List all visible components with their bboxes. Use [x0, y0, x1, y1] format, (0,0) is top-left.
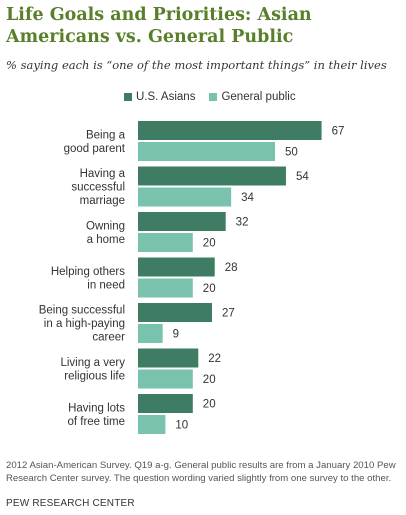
legend-swatch-general-public [209, 93, 218, 101]
category-label-0-line-0: Being a [86, 129, 126, 141]
bar-general-public-4 [138, 324, 163, 343]
category-label-6-line-1: of free time [67, 416, 125, 428]
bar-general-public-2 [138, 233, 193, 252]
bar-general-public-3 [138, 278, 193, 298]
category-label-5-line-1: religious life [64, 370, 125, 382]
data-label-general-public-0: 50 [285, 147, 298, 159]
category-label-3-line-1: in need [87, 279, 125, 291]
data-label-us-asians-5: 22 [208, 353, 221, 365]
data-label-general-public-4: 9 [173, 329, 179, 341]
bar-general-public-1 [138, 187, 232, 207]
data-label-us-asians-3: 28 [225, 262, 238, 274]
data-label-general-public-6: 10 [175, 420, 188, 432]
data-label-general-public-2: 20 [203, 238, 216, 250]
bar-us-asians-3 [138, 257, 215, 277]
bar-general-public-6 [138, 415, 166, 434]
bar-us-asians-1 [138, 166, 286, 186]
bar-us-asians-2 [138, 212, 226, 231]
data-label-us-asians-0: 67 [332, 126, 345, 138]
data-label-general-public-5: 20 [203, 374, 216, 386]
category-label-1-line-0: Having a [80, 168, 126, 180]
bar-chart: 67 50 Being a good parent 54 34 Having a succes… [39, 121, 345, 434]
bar-us-asians-4 [138, 303, 212, 322]
category-label-3-line-0: Helping others [51, 266, 125, 278]
data-label-general-public-1: 34 [241, 192, 254, 204]
legend-label-general-public: General public [221, 91, 296, 103]
bar-general-public-0 [138, 142, 275, 161]
bar-us-asians-5 [138, 348, 199, 368]
legend-swatch-us-asians [124, 93, 132, 101]
legend: U.S. Asians General public [124, 91, 310, 103]
category-label-1-line-2: marriage [80, 195, 125, 207]
data-label-us-asians-1: 54 [296, 171, 309, 183]
legend-item-general-public: General public [209, 91, 296, 103]
data-label-us-asians-4: 27 [222, 308, 235, 320]
chart-note: 2012 Asian-American Survey. Q19 a-g. Gen… [6, 460, 396, 484]
chart-subtitle: % saying each is “one of the most import… [6, 58, 387, 72]
bar-us-asians-6 [138, 394, 193, 413]
category-label-2-line-1: a home [87, 234, 125, 246]
category-label-6-line-0: Having lots [68, 402, 125, 414]
bar-us-asians-0 [138, 121, 322, 140]
category-label-4-line-1: in a high-paying [44, 318, 125, 330]
category-label-4-line-0: Being successful [39, 305, 125, 317]
category-label-1-line-1: successful [71, 182, 125, 194]
category-label-5-line-0: Living a very [60, 357, 125, 369]
data-label-us-asians-2: 32 [236, 217, 249, 229]
data-label-general-public-3: 20 [203, 283, 216, 295]
category-label-0-line-1: good parent [64, 143, 126, 155]
data-label-us-asians-6: 20 [203, 399, 216, 411]
chart-title: Life Goals and Priorities: Asian America… [6, 5, 312, 47]
category-label-4-line-2: career [92, 332, 125, 344]
bar-general-public-5 [138, 369, 193, 389]
category-label-2-line-0: Owning [86, 220, 125, 232]
source-label: PEW RESEARCH CENTER [6, 498, 135, 509]
legend-label-us-asians: U.S. Asians [136, 91, 196, 103]
legend-item-us-asians: U.S. Asians [124, 91, 195, 103]
